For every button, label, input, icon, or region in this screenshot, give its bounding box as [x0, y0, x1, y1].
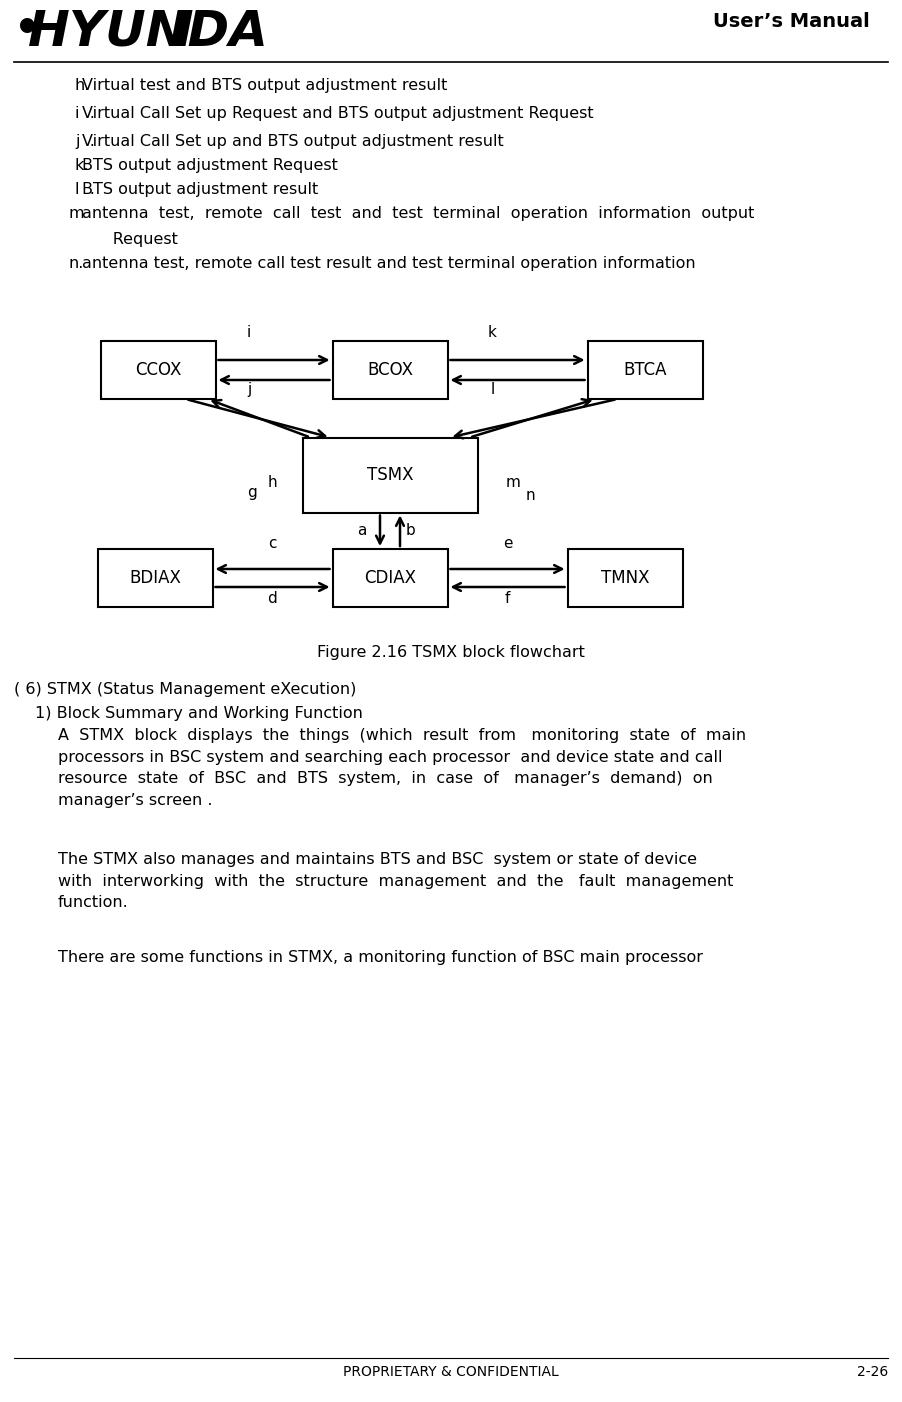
- Text: g: g: [247, 485, 257, 501]
- Text: BTS output adjustment Request: BTS output adjustment Request: [82, 158, 338, 172]
- Text: k.: k.: [75, 158, 89, 172]
- Text: antenna test, remote call test result and test terminal operation information: antenna test, remote call test result an…: [82, 257, 695, 271]
- Bar: [333, 550, 447, 607]
- Bar: [333, 341, 447, 400]
- Text: e: e: [502, 536, 512, 551]
- Text: 2-26: 2-26: [857, 1366, 888, 1380]
- Text: l: l: [491, 381, 494, 397]
- Bar: [100, 341, 216, 400]
- Text: a: a: [356, 523, 366, 538]
- Text: l  .: l .: [75, 182, 95, 198]
- Text: i: i: [247, 325, 251, 341]
- Text: m: m: [68, 206, 84, 222]
- Text: The STMX also manages and maintains BTS and BSC  system or state of device
with : The STMX also manages and maintains BTS …: [58, 852, 733, 910]
- Text: HYUNDA: HYUNDA: [28, 8, 269, 56]
- Text: A  STMX  block  displays  the  things  (which  result  from   monitoring  state : A STMX block displays the things (which …: [58, 728, 746, 808]
- Text: i  .: i .: [75, 107, 95, 121]
- Bar: [302, 437, 477, 513]
- Text: d: d: [268, 592, 278, 606]
- Text: Virtual Call Set up Request and BTS output adjustment Request: Virtual Call Set up Request and BTS outp…: [82, 107, 594, 121]
- Text: f: f: [505, 592, 511, 606]
- Text: b: b: [406, 523, 416, 538]
- Text: j: j: [247, 381, 251, 397]
- Text: BCOX: BCOX: [367, 360, 413, 379]
- Text: c: c: [268, 536, 277, 551]
- Text: BDIAX: BDIAX: [129, 569, 181, 587]
- Bar: [567, 550, 683, 607]
- Text: antenna  test,  remote  call  test  and  test  terminal  operation  information : antenna test, remote call test and test …: [82, 206, 754, 222]
- Text: CCOX: CCOX: [134, 360, 181, 379]
- Text: h.: h.: [75, 79, 90, 93]
- Text: Virtual test and BTS output adjustment result: Virtual test and BTS output adjustment r…: [82, 79, 447, 93]
- Text: Request: Request: [82, 231, 178, 247]
- Text: j  .: j .: [75, 135, 95, 149]
- Text: n: n: [526, 488, 535, 503]
- Text: User’s Manual: User’s Manual: [713, 13, 870, 31]
- Text: BTCA: BTCA: [623, 360, 667, 379]
- Text: 1) Block Summary and Working Function: 1) Block Summary and Working Function: [35, 707, 363, 721]
- Text: Figure 2.16 TSMX block flowchart: Figure 2.16 TSMX block flowchart: [318, 645, 584, 660]
- Text: TSMX: TSMX: [367, 465, 413, 484]
- Text: k: k: [488, 325, 497, 341]
- Text: h: h: [268, 475, 277, 491]
- Bar: [97, 550, 213, 607]
- Text: ( 6) STMX (Status Management eXecution): ( 6) STMX (Status Management eXecution): [14, 681, 356, 697]
- Text: Virtual Call Set up and BTS output adjustment result: Virtual Call Set up and BTS output adjus…: [82, 135, 503, 149]
- Text: TMNX: TMNX: [601, 569, 649, 587]
- Text: n.: n.: [68, 257, 83, 271]
- Text: m: m: [505, 475, 520, 491]
- Text: BTS output adjustment result: BTS output adjustment result: [82, 182, 318, 198]
- Bar: [587, 341, 703, 400]
- Text: •: •: [14, 8, 41, 50]
- Text: PROPRIETARY & CONFIDENTIAL: PROPRIETARY & CONFIDENTIAL: [343, 1366, 559, 1380]
- Text: I: I: [175, 8, 194, 56]
- Text: There are some functions in STMX, a monitoring function of BSC main processor: There are some functions in STMX, a moni…: [58, 951, 703, 965]
- Text: CDIAX: CDIAX: [364, 569, 416, 587]
